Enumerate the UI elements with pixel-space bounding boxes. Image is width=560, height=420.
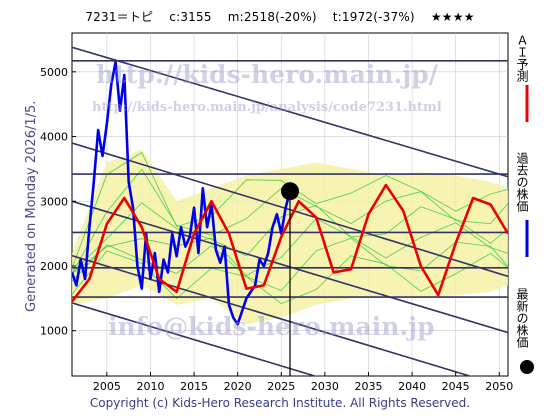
current-price: c:3155 (169, 10, 212, 24)
x-tick-label: 2030 (311, 380, 339, 393)
stock-code: 7231＝トピ (85, 10, 154, 24)
copyright-footer: Copyright (c) Kids-Hero Research Institu… (89, 396, 471, 410)
legend-latest-label: 最新の株価 (515, 288, 529, 348)
generated-caption: Generated on Monday 2026/1/5. (24, 100, 39, 312)
legend-ai-label: ＡＩ予測 (515, 34, 529, 83)
x-tick-label: 2005 (93, 380, 121, 393)
legend-latest-dot (520, 360, 534, 374)
latest-marker-group (281, 182, 299, 376)
y-tick-label: 4000 (40, 131, 68, 144)
legend-price-label: 過去の株価 (515, 152, 529, 212)
scenario-line (72, 168, 508, 274)
x-tick-label: 2020 (224, 380, 252, 393)
x-tick-label: 2025 (267, 380, 295, 393)
y-ticks: 1000 2000 3000 4000 5000 (40, 66, 76, 338)
y-tick-label: 5000 (40, 66, 68, 79)
x-tick-label: 2050 (485, 380, 513, 393)
chart-header: 7231＝トピ c:3155 m:2518(-20%) t:1972(-37%)… (0, 8, 560, 25)
legend: ＡＩ予測 過去の株価 最新の株価 (515, 34, 534, 374)
scenario-line (72, 202, 508, 274)
x-tick-label: 2015 (180, 380, 208, 393)
low-target: t:1972(-37%) (332, 10, 415, 24)
x-ticks: 2005 2010 2015 2020 2025 2030 2035 2040 2045 2050 (93, 372, 513, 393)
y-tick-label: 3000 (40, 195, 68, 208)
rating-stars: ★★★★ (430, 10, 475, 24)
x-tick-label: 2010 (136, 380, 164, 393)
y-tick-label: 2000 (40, 260, 68, 273)
mid-target: m:2518(-20%) (227, 10, 317, 24)
x-tick-label: 2040 (398, 380, 426, 393)
watermark-url-analysis: http://kids-hero.main.jp/analysis/code72… (92, 100, 442, 115)
channel-line (72, 46, 508, 178)
latest-price-marker (281, 182, 299, 201)
y-tick-label: 1000 (40, 325, 68, 338)
watermark-email: info@kids-hero.main.jp (108, 312, 435, 341)
watermark-url-main: http://kids-hero.main.jp/ (96, 60, 438, 89)
x-tick-label: 2035 (354, 380, 382, 393)
x-tick-label: 2045 (442, 380, 470, 393)
